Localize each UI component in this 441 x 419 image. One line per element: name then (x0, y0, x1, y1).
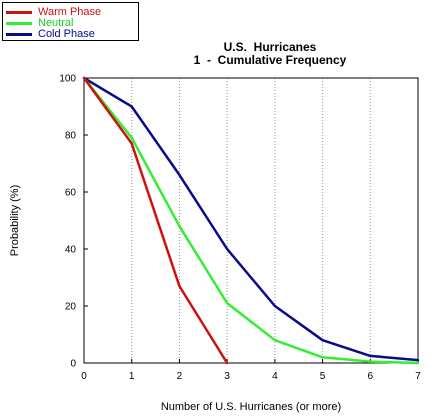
y-axis-label: Probability (%) (9, 185, 21, 257)
chart-subtitle: 1 - Cumulative Frequency (193, 53, 347, 67)
grid-layer (131, 78, 371, 363)
y-tick-label: 100 (59, 74, 76, 85)
x-tick-label: 2 (177, 371, 183, 382)
x-tick-label: 7 (415, 371, 421, 382)
x-tick-label: 6 (368, 371, 374, 382)
legend-swatch-warm (6, 10, 32, 14)
x-tick-label: 1 (129, 371, 135, 382)
x-tick-label: 5 (320, 371, 326, 382)
y-tick-label: 20 (65, 302, 77, 313)
legend-swatch-neutral (6, 21, 32, 25)
series-line-cold-phase (82, 76, 420, 362)
legend-swatch-cold (6, 32, 32, 36)
series-layer (82, 76, 420, 365)
chart-title: U.S. Hurricanes (223, 40, 317, 54)
series-line-neutral (82, 76, 420, 365)
y-tick-label: 40 (65, 245, 77, 256)
y-tick-label: 60 (65, 188, 77, 199)
legend-entry-cold: Cold Phase (6, 28, 95, 40)
series-line-warm-phase (82, 76, 229, 365)
x-axis-label: Number of U.S. Hurricanes (or more) (161, 401, 341, 413)
x-tick-label: 4 (272, 371, 278, 382)
legend-label-cold: Cold Phase (38, 28, 95, 40)
legend-label-warm: Warm Phase (38, 6, 102, 18)
x-tick-label: 3 (224, 371, 230, 382)
y-tick-label: 0 (70, 359, 76, 370)
legend: Warm Phase Neutral Cold Phase (2, 2, 139, 41)
y-tick-label: 80 (65, 131, 77, 142)
legend-entry-warm: Warm Phase (6, 6, 101, 18)
legend-entry-neutral: Neutral (6, 17, 73, 29)
plot-frame (83, 77, 419, 364)
tick-layer: 0 1 2 3 4 5 6 7 0 20 40 60 80 100 (59, 74, 421, 383)
x-tick-label: 0 (81, 371, 87, 382)
legend-label-neutral: Neutral (38, 17, 74, 29)
